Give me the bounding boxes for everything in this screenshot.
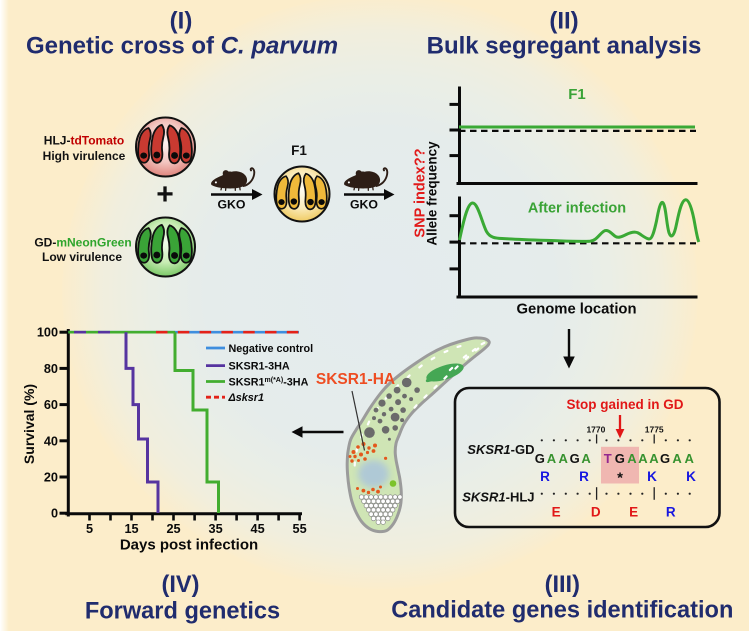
svg-text:Survival (%): Survival (%) <box>21 384 37 464</box>
svg-text:A: A <box>649 451 659 466</box>
svg-text:+: + <box>156 178 174 211</box>
svg-text:A: A <box>581 451 591 466</box>
svg-text:A: A <box>559 451 569 466</box>
svg-text:45: 45 <box>251 522 265 536</box>
svg-text:Δsksr1: Δsksr1 <box>228 392 264 404</box>
svg-text:1775: 1775 <box>645 425 664 435</box>
svg-text:5: 5 <box>86 522 93 536</box>
svg-text:Days post infection: Days post infection <box>120 537 258 554</box>
svg-text:SKSR1-HA: SKSR1-HA <box>316 371 395 388</box>
svg-text:K: K <box>686 469 696 484</box>
svg-text:(III): (III) <box>545 572 580 598</box>
svg-text:G: G <box>615 451 625 466</box>
svg-text:Genetic cross of C. parvum: Genetic cross of C. parvum <box>26 33 338 60</box>
svg-text:SKSR1-HLJ: SKSR1-HLJ <box>462 490 534 505</box>
svg-text:A: A <box>685 451 695 466</box>
svg-text:T: T <box>604 451 612 466</box>
svg-text:Negative control: Negative control <box>229 343 314 355</box>
svg-text:High virulence: High virulence <box>43 149 126 163</box>
svg-text:A: A <box>638 451 648 466</box>
svg-text:15: 15 <box>124 522 138 536</box>
svg-text:Low virulence: Low virulence <box>42 250 122 264</box>
svg-text:80: 80 <box>44 362 58 376</box>
svg-text:GKO: GKO <box>350 197 378 211</box>
svg-text:A: A <box>547 451 557 466</box>
svg-text:G: G <box>660 451 670 466</box>
svg-text:*: * <box>617 470 623 487</box>
svg-text:K: K <box>647 469 657 484</box>
svg-text:1770: 1770 <box>586 425 605 435</box>
svg-text:40: 40 <box>44 434 58 448</box>
svg-text:F1: F1 <box>291 143 307 158</box>
svg-text:R: R <box>579 469 589 484</box>
svg-text:R: R <box>540 469 550 484</box>
svg-text:100: 100 <box>37 326 58 340</box>
svg-text:0: 0 <box>51 507 58 521</box>
svg-text:E: E <box>629 505 638 520</box>
svg-text:60: 60 <box>44 398 58 412</box>
svg-text:D: D <box>591 505 601 520</box>
svg-text:20: 20 <box>44 471 58 485</box>
svg-text:Genome location: Genome location <box>516 302 636 318</box>
svg-text:HLJ-tdTomato: HLJ-tdTomato <box>44 134 124 148</box>
svg-text:(II): (II) <box>549 8 578 35</box>
svg-text:Bulk segregant analysis: Bulk segregant analysis <box>427 33 702 60</box>
svg-text:Allele frequency: Allele frequency <box>425 141 440 246</box>
svg-text:SKSR1-3HA: SKSR1-3HA <box>229 360 290 372</box>
svg-text:SKSR1-GD: SKSR1-GD <box>467 442 534 457</box>
svg-text:G: G <box>535 451 545 466</box>
svg-text:G: G <box>570 451 580 466</box>
svg-text:After infection: After infection <box>528 201 626 217</box>
svg-text:Stop gained in GD: Stop gained in GD <box>567 397 684 412</box>
svg-text:A: A <box>672 451 682 466</box>
svg-text:A: A <box>627 451 637 466</box>
svg-text:55: 55 <box>293 522 307 536</box>
svg-text:R: R <box>666 505 676 520</box>
svg-text:GD-mNeonGreen: GD-mNeonGreen <box>34 236 131 250</box>
svg-text:SNP index??: SNP index?? <box>413 148 429 237</box>
svg-text:(I): (I) <box>170 8 193 35</box>
svg-text:Candidate genes identification: Candidate genes identification <box>391 598 733 624</box>
svg-text:Forward genetics: Forward genetics <box>85 599 280 625</box>
svg-text:(IV): (IV) <box>161 572 199 598</box>
svg-text:GKO: GKO <box>217 197 245 211</box>
svg-text:F1: F1 <box>568 86 586 103</box>
svg-text:E: E <box>552 505 561 520</box>
svg-text:SKSR1m(*A)-3HA: SKSR1m(*A)-3HA <box>229 376 309 388</box>
svg-text:35: 35 <box>209 522 223 536</box>
svg-text:25: 25 <box>166 522 180 536</box>
